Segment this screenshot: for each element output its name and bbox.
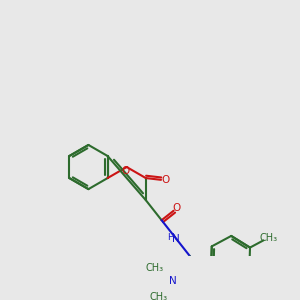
Text: N: N: [169, 276, 177, 286]
Text: O: O: [122, 166, 130, 176]
Text: O: O: [173, 203, 181, 213]
Text: N: N: [172, 234, 180, 244]
Text: H: H: [167, 233, 174, 242]
Text: CH₃: CH₃: [145, 263, 163, 273]
Text: CH₃: CH₃: [260, 232, 278, 242]
Text: O: O: [161, 175, 170, 185]
Text: CH₃: CH₃: [149, 292, 167, 300]
